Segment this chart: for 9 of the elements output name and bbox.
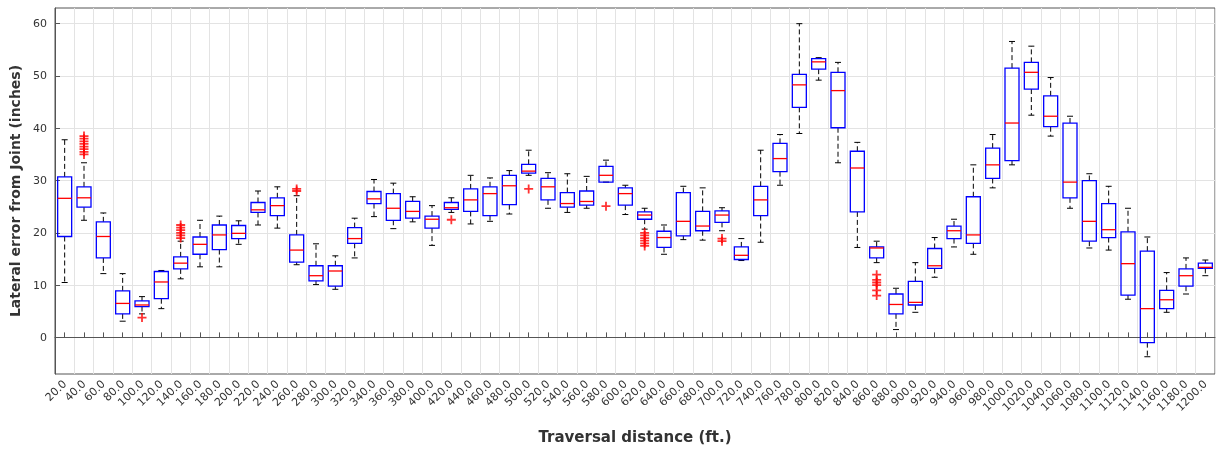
y-tick-label: 0 xyxy=(40,330,47,344)
x-axis-title: Traversal distance (ft.) xyxy=(538,427,732,446)
y-axis-title: Lateral error from Joint (inches) xyxy=(7,64,24,318)
y-tick-label: 40 xyxy=(33,121,47,135)
y-tick-label: 60 xyxy=(33,17,47,31)
y-tick-label: 20 xyxy=(33,226,47,240)
y-tick-label: 10 xyxy=(33,278,47,292)
y-tick-label: 30 xyxy=(33,174,47,188)
y-tick-label: 50 xyxy=(33,69,47,83)
